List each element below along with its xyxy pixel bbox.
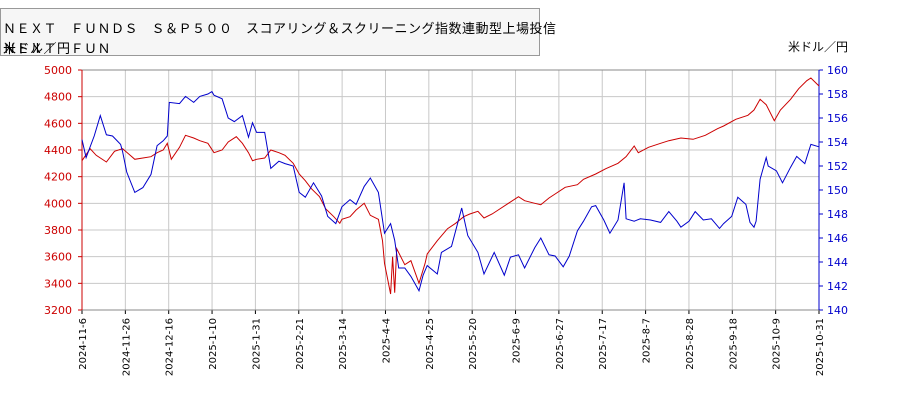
x-tick-label: 2024-11-6 bbox=[78, 318, 89, 370]
x-tick-label: 2025-7-17 bbox=[598, 318, 609, 370]
grid bbox=[81, 69, 820, 311]
right-tick-label: 152 bbox=[827, 160, 848, 173]
right-tick-label: 140 bbox=[827, 304, 848, 317]
right-tick-label: 156 bbox=[827, 112, 848, 125]
right-tick-label: 144 bbox=[827, 256, 848, 269]
right-axis-unit: 米ドル／円 bbox=[787, 40, 848, 54]
subtitle-a: 米ドル／円 bbox=[3, 42, 71, 57]
x-tick-label: 2025-10-31 bbox=[815, 318, 826, 376]
left-tick-label: 3400 bbox=[44, 277, 72, 290]
left-tick-label: 3600 bbox=[44, 251, 72, 264]
x-tick-label: 2025-5-20 bbox=[468, 318, 479, 370]
plot-frame bbox=[81, 69, 820, 311]
x-tick-label: 2024-12-16 bbox=[165, 318, 176, 376]
left-tick-label: 4000 bbox=[44, 197, 72, 210]
x-tick-label: 2025-3-14 bbox=[338, 318, 349, 370]
right-tick-label: 160 bbox=[827, 64, 848, 77]
left-tick-label: 4400 bbox=[44, 144, 72, 157]
left-tick-label: 4800 bbox=[44, 91, 72, 104]
x-tick-label: 2025-4-4 bbox=[381, 318, 392, 363]
fund-price-line bbox=[81, 77, 820, 295]
axes bbox=[78, 69, 823, 314]
right-tick-label: 158 bbox=[827, 88, 848, 101]
left-tick-label: 3800 bbox=[44, 224, 72, 237]
usdjpy-line bbox=[81, 90, 820, 293]
x-tick-label: 2025-1-10 bbox=[208, 318, 219, 370]
left-tick-label: 4600 bbox=[44, 117, 72, 130]
right-tick-label: 148 bbox=[827, 208, 848, 221]
subtitle-b: ＮＥＸＴ ＦＵＮ bbox=[3, 42, 112, 57]
x-tick-label: 2025-10-9 bbox=[772, 318, 783, 370]
right-tick-label: 154 bbox=[827, 136, 848, 149]
left-tick-label: 5000 bbox=[44, 64, 72, 77]
x-tick-label: 2025-6-9 bbox=[512, 318, 523, 363]
right-tick-label: 150 bbox=[827, 184, 848, 197]
series-lines bbox=[81, 77, 820, 295]
left-tick-label: 3200 bbox=[44, 304, 72, 317]
x-tick-label: 2025-8-7 bbox=[642, 318, 653, 363]
x-tick-label: 2025-2-21 bbox=[295, 318, 306, 370]
left-tick-label: 4200 bbox=[44, 171, 72, 184]
x-tick-label: 2024-11-26 bbox=[121, 318, 132, 376]
x-tick-label: 2025-9-18 bbox=[728, 318, 739, 370]
x-tick-label: 2025-6-27 bbox=[555, 318, 566, 370]
x-tick-label: 2025-8-28 bbox=[685, 318, 696, 370]
x-tick-label: 2025-4-25 bbox=[425, 318, 436, 370]
right-tick-label: 146 bbox=[827, 232, 848, 245]
right-tick-label: 142 bbox=[827, 280, 848, 293]
x-tick-label: 2025-1-31 bbox=[251, 318, 262, 370]
title-box: ＮＥＸＴ ＦＵＮＤＳ Ｓ＆Ｐ５００ スコアリング＆スクリーニング指数連動型上場投… bbox=[0, 8, 556, 57]
chart-title: ＮＥＸＴ ＦＵＮＤＳ Ｓ＆Ｐ５００ スコアリング＆スクリーニング指数連動型上場投… bbox=[3, 22, 557, 37]
tick-labels: 3200 3400 3600 3800 4000 4200 4400 4600 4800 5000… bbox=[44, 64, 848, 376]
